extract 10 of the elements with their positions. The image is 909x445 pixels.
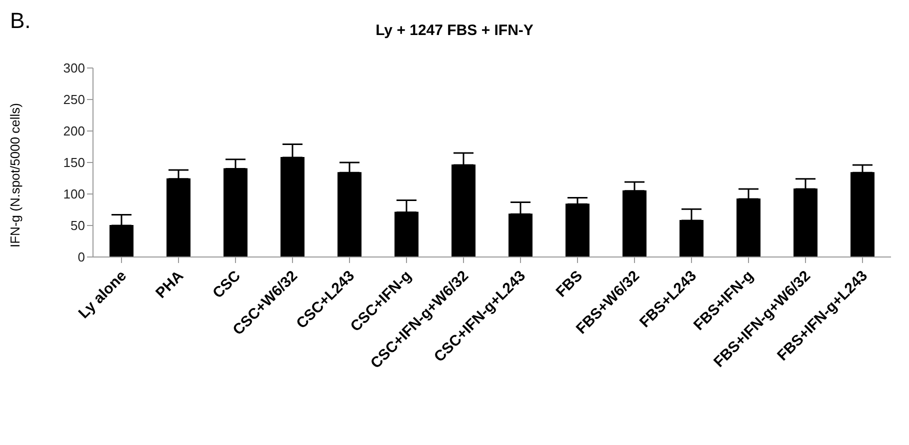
text: B. xyxy=(10,8,31,34)
y-tick-label: 200 xyxy=(63,124,85,139)
y-tick-label: 100 xyxy=(63,186,85,202)
y-axis-title: IFN-g (N.spot/5000 cells) xyxy=(8,103,23,248)
y-tick-label: 50 xyxy=(70,218,85,234)
y-tick-label: 0 xyxy=(78,250,85,265)
chart-title: Ly + 1247 FBS + IFN-Y xyxy=(376,22,534,39)
y-tick-label: 250 xyxy=(63,92,85,108)
y-tick-label: 150 xyxy=(63,155,85,170)
y-tick-label: 300 xyxy=(63,60,85,76)
